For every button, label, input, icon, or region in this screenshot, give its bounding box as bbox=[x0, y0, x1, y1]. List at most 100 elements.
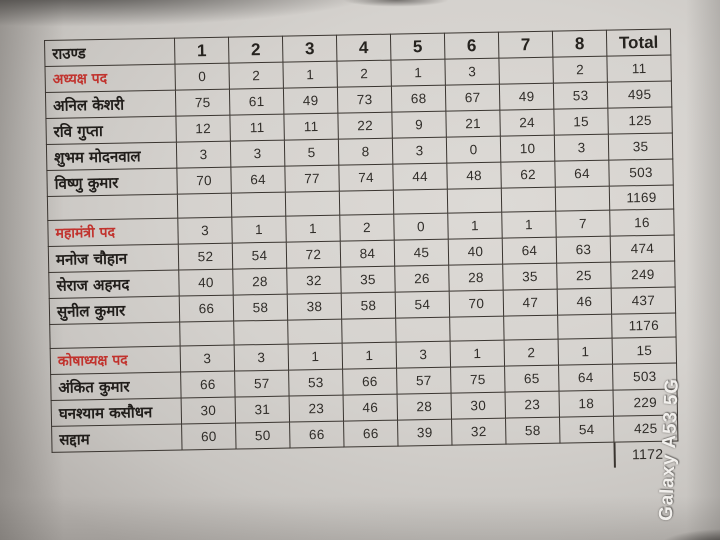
round-value bbox=[501, 187, 556, 213]
row-label: विष्णु कुमार bbox=[46, 168, 178, 197]
round-value: 3 bbox=[444, 58, 500, 86]
total-value: 15 bbox=[612, 336, 677, 365]
round-value: 24 bbox=[499, 109, 555, 137]
round-value: 31 bbox=[235, 396, 290, 424]
row-label: सेराज अहमद bbox=[48, 270, 180, 299]
total-value: 495 bbox=[607, 81, 672, 109]
round-value: 54 bbox=[395, 291, 450, 319]
round-value: 52 bbox=[178, 243, 233, 271]
row-label: अंकित कुमार bbox=[50, 372, 182, 401]
round-value: 1 bbox=[390, 59, 446, 87]
round-value: 26 bbox=[394, 265, 450, 293]
round-value bbox=[555, 186, 610, 212]
round-value: 1 bbox=[501, 211, 557, 239]
round-value: 60 bbox=[181, 423, 237, 451]
round-value: 70 bbox=[449, 290, 504, 318]
round-value: 18 bbox=[559, 390, 614, 418]
round-value bbox=[339, 190, 394, 216]
total-value: 11 bbox=[606, 55, 672, 83]
row-label: सुनील कुमार bbox=[49, 296, 180, 325]
round-value: 3 bbox=[180, 345, 235, 373]
round-value: 2 bbox=[339, 214, 395, 242]
round-value: 8 bbox=[338, 138, 393, 166]
round-value: 23 bbox=[289, 395, 344, 423]
round-value: 54 bbox=[232, 242, 287, 270]
round-value: 40 bbox=[448, 238, 503, 266]
round-value: 25 bbox=[556, 262, 612, 290]
round-value: 0 bbox=[174, 63, 230, 91]
round-value: 61 bbox=[229, 88, 284, 116]
round-value: 0 bbox=[393, 213, 449, 241]
header-round-3: 3 bbox=[282, 35, 337, 63]
header-round-1: 1 bbox=[174, 37, 229, 65]
round-value: 3 bbox=[177, 217, 233, 245]
header-round-8: 8 bbox=[552, 30, 607, 58]
round-value: 1 bbox=[558, 338, 613, 366]
total-value: 425 bbox=[613, 414, 678, 443]
round-value: 54 bbox=[559, 416, 614, 444]
round-value bbox=[233, 320, 289, 346]
row-label: रवि गुप्ता bbox=[45, 116, 177, 145]
round-value: 35 bbox=[340, 266, 396, 294]
total-value: 249 bbox=[610, 260, 676, 289]
round-value: 28 bbox=[397, 393, 452, 421]
total-value: 503 bbox=[612, 362, 678, 391]
round-value: 3 bbox=[554, 134, 609, 162]
total-value: 503 bbox=[608, 158, 674, 187]
round-value: 57 bbox=[234, 370, 290, 398]
round-value: 44 bbox=[392, 163, 448, 191]
round-value: 1 bbox=[447, 212, 503, 240]
round-value: 2 bbox=[336, 60, 392, 88]
round-value: 64 bbox=[502, 237, 557, 265]
total-value: 35 bbox=[608, 133, 673, 161]
row-label: सद्दाम bbox=[51, 424, 183, 453]
round-value: 64 bbox=[558, 364, 614, 392]
round-value: 5 bbox=[284, 139, 339, 167]
row-label: शुभम मोदनवाल bbox=[46, 142, 177, 171]
round-value: 1 bbox=[342, 342, 397, 370]
round-value: 53 bbox=[553, 82, 608, 110]
total-value: 1169 bbox=[609, 184, 674, 211]
total-value: 1176 bbox=[611, 312, 677, 339]
header-round-4: 4 bbox=[336, 34, 391, 62]
row-label: कोषाध्यक्ष पद bbox=[50, 346, 181, 375]
round-value: 65 bbox=[504, 365, 560, 393]
round-value: 66 bbox=[342, 368, 398, 396]
table-body: अध्यक्ष पद 0 2 1 2 1 3 2 11 अनिल केशरी 75 61 49 73 68 6… bbox=[44, 55, 678, 453]
round-value bbox=[498, 57, 554, 85]
round-value: 72 bbox=[286, 241, 341, 269]
row-label: अध्यक्ष पद bbox=[44, 64, 176, 93]
round-value bbox=[393, 189, 448, 215]
round-value: 3 bbox=[230, 140, 285, 168]
round-value: 32 bbox=[451, 418, 506, 446]
total-value: 437 bbox=[611, 286, 676, 315]
round-value: 62 bbox=[500, 161, 556, 189]
round-value: 58 bbox=[505, 417, 560, 445]
round-value: 7 bbox=[555, 210, 611, 238]
round-value: 49 bbox=[283, 87, 338, 115]
round-value: 2 bbox=[228, 62, 284, 90]
round-value: 1 bbox=[282, 61, 338, 89]
round-value: 75 bbox=[450, 366, 506, 394]
header-round-6: 6 bbox=[444, 32, 499, 60]
round-value: 84 bbox=[340, 240, 395, 268]
round-value: 57 bbox=[396, 367, 452, 395]
paper-sheet: राउण्ड 1 2 3 4 5 6 7 8 Total अध्यक्ष पद 0… bbox=[44, 28, 684, 478]
round-value: 2 bbox=[552, 56, 608, 84]
round-value: 1 bbox=[285, 215, 341, 243]
round-value: 48 bbox=[446, 162, 502, 190]
round-value: 1 bbox=[288, 343, 343, 371]
round-value: 12 bbox=[175, 115, 231, 143]
round-value: 73 bbox=[337, 86, 392, 114]
row-label: महामंत्री पद bbox=[47, 218, 179, 247]
round-value: 1 bbox=[450, 340, 505, 368]
total-value: 125 bbox=[607, 107, 673, 135]
round-value: 2 bbox=[504, 339, 559, 367]
round-value bbox=[447, 188, 502, 214]
round-value: 3 bbox=[396, 341, 451, 369]
grand-total-value: 1172 bbox=[613, 441, 680, 468]
header-round-7: 7 bbox=[498, 31, 553, 59]
round-value: 67 bbox=[445, 84, 500, 112]
round-value bbox=[177, 193, 232, 219]
round-value bbox=[231, 192, 286, 218]
